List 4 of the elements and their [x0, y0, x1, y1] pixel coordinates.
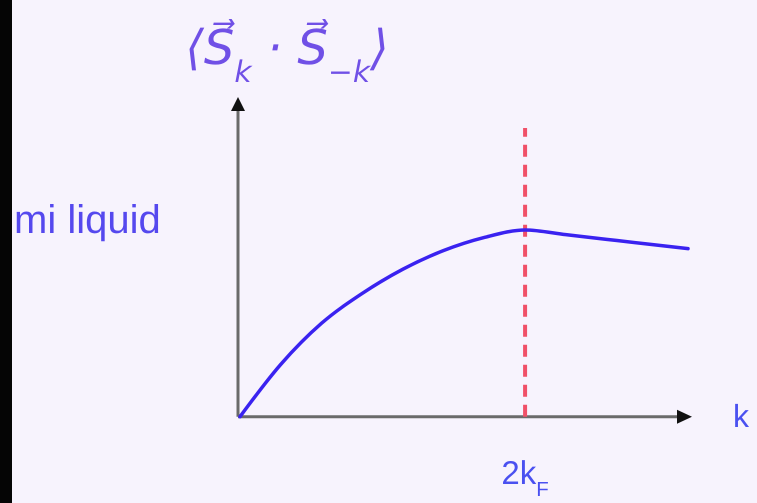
text: 2k$_{F}$ [501, 454, 549, 500]
y-axis-title: ⟨S⃗$_{k}$ · S⃗$_{−k}$⟩ [185, 18, 389, 90]
x-axis-title: k [733, 398, 750, 434]
text: mi liquid [14, 198, 161, 242]
